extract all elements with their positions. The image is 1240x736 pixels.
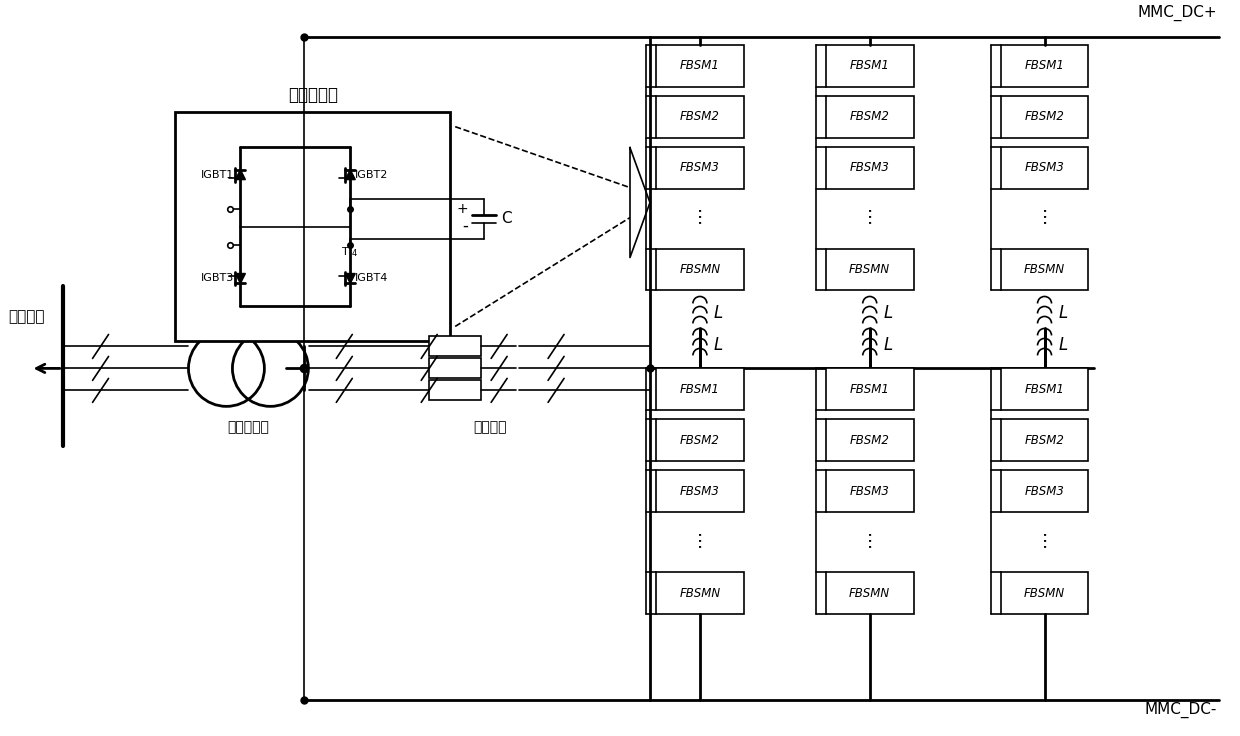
Bar: [826, 96, 914, 138]
Text: FBSM3: FBSM3: [849, 485, 889, 498]
Text: L: L: [884, 336, 893, 355]
Bar: [1001, 249, 1089, 291]
Text: C: C: [501, 211, 512, 226]
Text: FBSM3: FBSM3: [680, 161, 720, 174]
Text: FBSM1: FBSM1: [849, 59, 889, 72]
Text: FBSM2: FBSM2: [849, 434, 889, 447]
Text: FBSM2: FBSM2: [680, 434, 720, 447]
Bar: [1001, 146, 1089, 188]
Text: +: +: [456, 202, 469, 216]
Bar: [176, 112, 450, 342]
Bar: [656, 146, 744, 188]
Polygon shape: [236, 274, 246, 283]
Text: ⋯: ⋯: [691, 205, 709, 223]
Text: 软启电阵: 软启电阵: [474, 420, 507, 434]
Text: ⋯: ⋯: [1035, 205, 1054, 223]
Text: -: -: [463, 216, 469, 235]
Text: L: L: [714, 305, 723, 322]
Text: FBSMN: FBSMN: [1024, 587, 1065, 600]
Text: IGBT1: IGBT1: [201, 169, 233, 180]
Text: FBSMN: FBSMN: [849, 587, 890, 600]
Bar: [656, 96, 744, 138]
Text: ⋯: ⋯: [691, 528, 709, 547]
Bar: [826, 45, 914, 87]
Text: FBSM3: FBSM3: [680, 485, 720, 498]
Bar: [656, 249, 744, 291]
Text: FBSM1: FBSM1: [849, 383, 889, 396]
Text: FBSM2: FBSM2: [680, 110, 720, 123]
Text: 4: 4: [351, 249, 357, 258]
Bar: [429, 358, 481, 378]
Bar: [826, 470, 914, 512]
Text: FBSMN: FBSMN: [680, 263, 720, 276]
Text: FBSM1: FBSM1: [1024, 59, 1064, 72]
Bar: [656, 45, 744, 87]
Text: 全桥子模块: 全桥子模块: [288, 85, 337, 104]
Bar: [1001, 96, 1089, 138]
Bar: [429, 381, 481, 400]
Bar: [826, 146, 914, 188]
Bar: [1001, 420, 1089, 461]
Bar: [1001, 369, 1089, 411]
Text: FBSM1: FBSM1: [1024, 383, 1064, 396]
Bar: [826, 420, 914, 461]
Text: FBSM1: FBSM1: [680, 383, 720, 396]
Text: 交流系统: 交流系统: [9, 309, 45, 324]
Text: L: L: [1059, 305, 1068, 322]
Text: MMC_DC+: MMC_DC+: [1138, 4, 1218, 21]
Polygon shape: [345, 274, 356, 283]
Text: L: L: [1059, 336, 1068, 355]
Bar: [1001, 572, 1089, 614]
Text: ⋯: ⋯: [861, 528, 879, 547]
Text: FBSM2: FBSM2: [1024, 434, 1064, 447]
Text: IGBT3: IGBT3: [201, 274, 233, 283]
Text: FBSMN: FBSMN: [680, 587, 720, 600]
Text: MMC_DC-: MMC_DC-: [1145, 702, 1218, 718]
Text: ⋯: ⋯: [1035, 528, 1054, 547]
Bar: [1001, 45, 1089, 87]
Text: L: L: [714, 336, 723, 355]
Text: T: T: [342, 247, 348, 257]
Polygon shape: [236, 169, 246, 180]
Bar: [1001, 470, 1089, 512]
Text: FBSM2: FBSM2: [849, 110, 889, 123]
Bar: [656, 369, 744, 411]
Text: IGBT4: IGBT4: [356, 274, 388, 283]
Text: 换流变压器: 换流变压器: [227, 420, 269, 434]
Bar: [429, 336, 481, 356]
Text: FBSMN: FBSMN: [849, 263, 890, 276]
Text: FBSM1: FBSM1: [680, 59, 720, 72]
Text: L: L: [884, 305, 893, 322]
Bar: [656, 470, 744, 512]
Text: FBSM3: FBSM3: [1024, 485, 1064, 498]
Text: FBSM3: FBSM3: [1024, 161, 1064, 174]
Polygon shape: [345, 169, 356, 180]
Bar: [656, 572, 744, 614]
Text: ⋯: ⋯: [861, 205, 879, 223]
Bar: [826, 369, 914, 411]
Text: IGBT2: IGBT2: [356, 169, 388, 180]
Bar: [826, 572, 914, 614]
Text: FBSMN: FBSMN: [1024, 263, 1065, 276]
Bar: [826, 249, 914, 291]
Bar: [656, 420, 744, 461]
Text: FBSM2: FBSM2: [1024, 110, 1064, 123]
Text: FBSM3: FBSM3: [849, 161, 889, 174]
